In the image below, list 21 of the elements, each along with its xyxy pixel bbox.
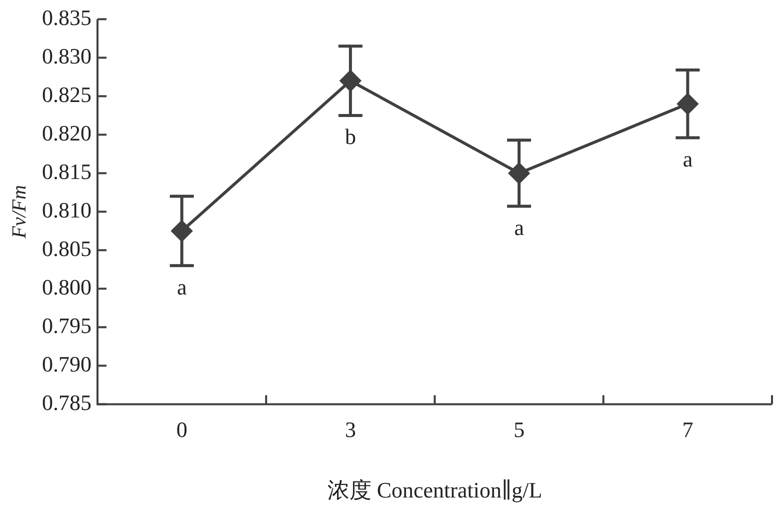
- y-tick-label: 0.790: [42, 351, 92, 376]
- y-tick-label: 0.820: [42, 120, 92, 146]
- x-tick-label: 5: [514, 417, 525, 442]
- y-tick-label: 0.825: [42, 82, 92, 107]
- y-tick-label: 0.830: [42, 43, 92, 68]
- annotation: b: [344, 124, 356, 150]
- y-tick-label: 0.785: [42, 390, 92, 415]
- y-tick-label: 0.835: [42, 4, 92, 30]
- x-tick-label: 0: [176, 417, 188, 442]
- x-tick-label: 7: [682, 417, 694, 442]
- y-tick-label: 0.815: [42, 158, 92, 184]
- annotation: a: [514, 215, 524, 240]
- x-axis-title: 浓度 Concentration∥g/L: [327, 478, 542, 503]
- x-tick-label: 3: [344, 417, 356, 442]
- y-axis-title: Fv/Fm: [8, 185, 30, 240]
- y-tick-label: 0.805: [42, 236, 92, 261]
- y-tick-label: 0.795: [42, 312, 92, 338]
- annotation: a: [176, 274, 187, 300]
- y-tick-label: 0.800: [42, 274, 92, 300]
- y-tick-label: 0.810: [42, 197, 92, 222]
- annotation: a: [682, 146, 693, 172]
